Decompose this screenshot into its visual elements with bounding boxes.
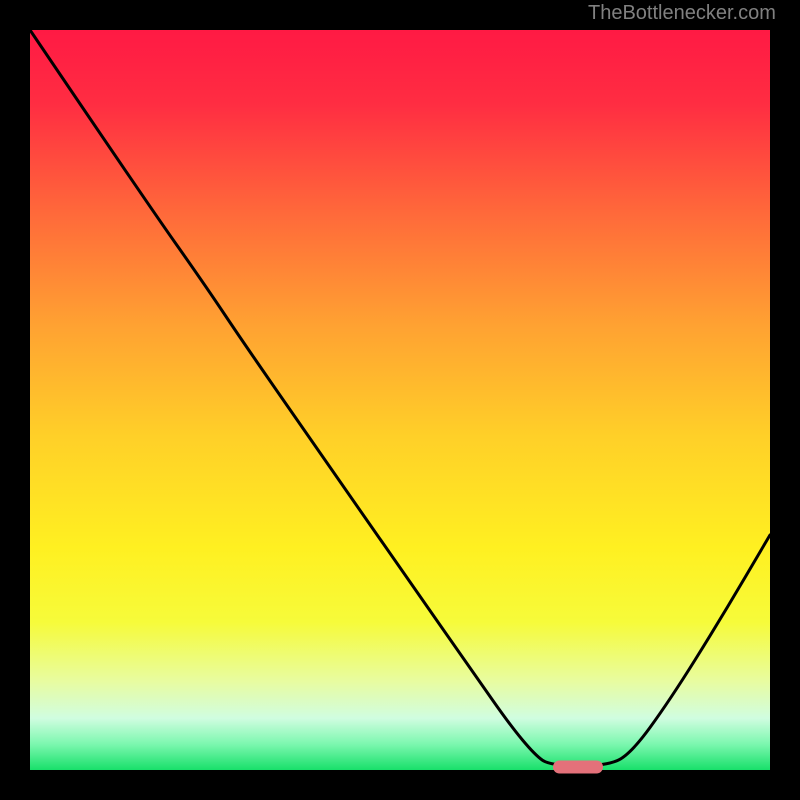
- plot-area: [30, 30, 770, 774]
- chart-frame: TheBottlenecker.com: [0, 0, 800, 800]
- gradient-fill: [30, 30, 770, 770]
- chart-svg: [0, 0, 800, 800]
- watermark-text: TheBottlenecker.com: [588, 2, 776, 25]
- optimal-marker: [553, 761, 603, 774]
